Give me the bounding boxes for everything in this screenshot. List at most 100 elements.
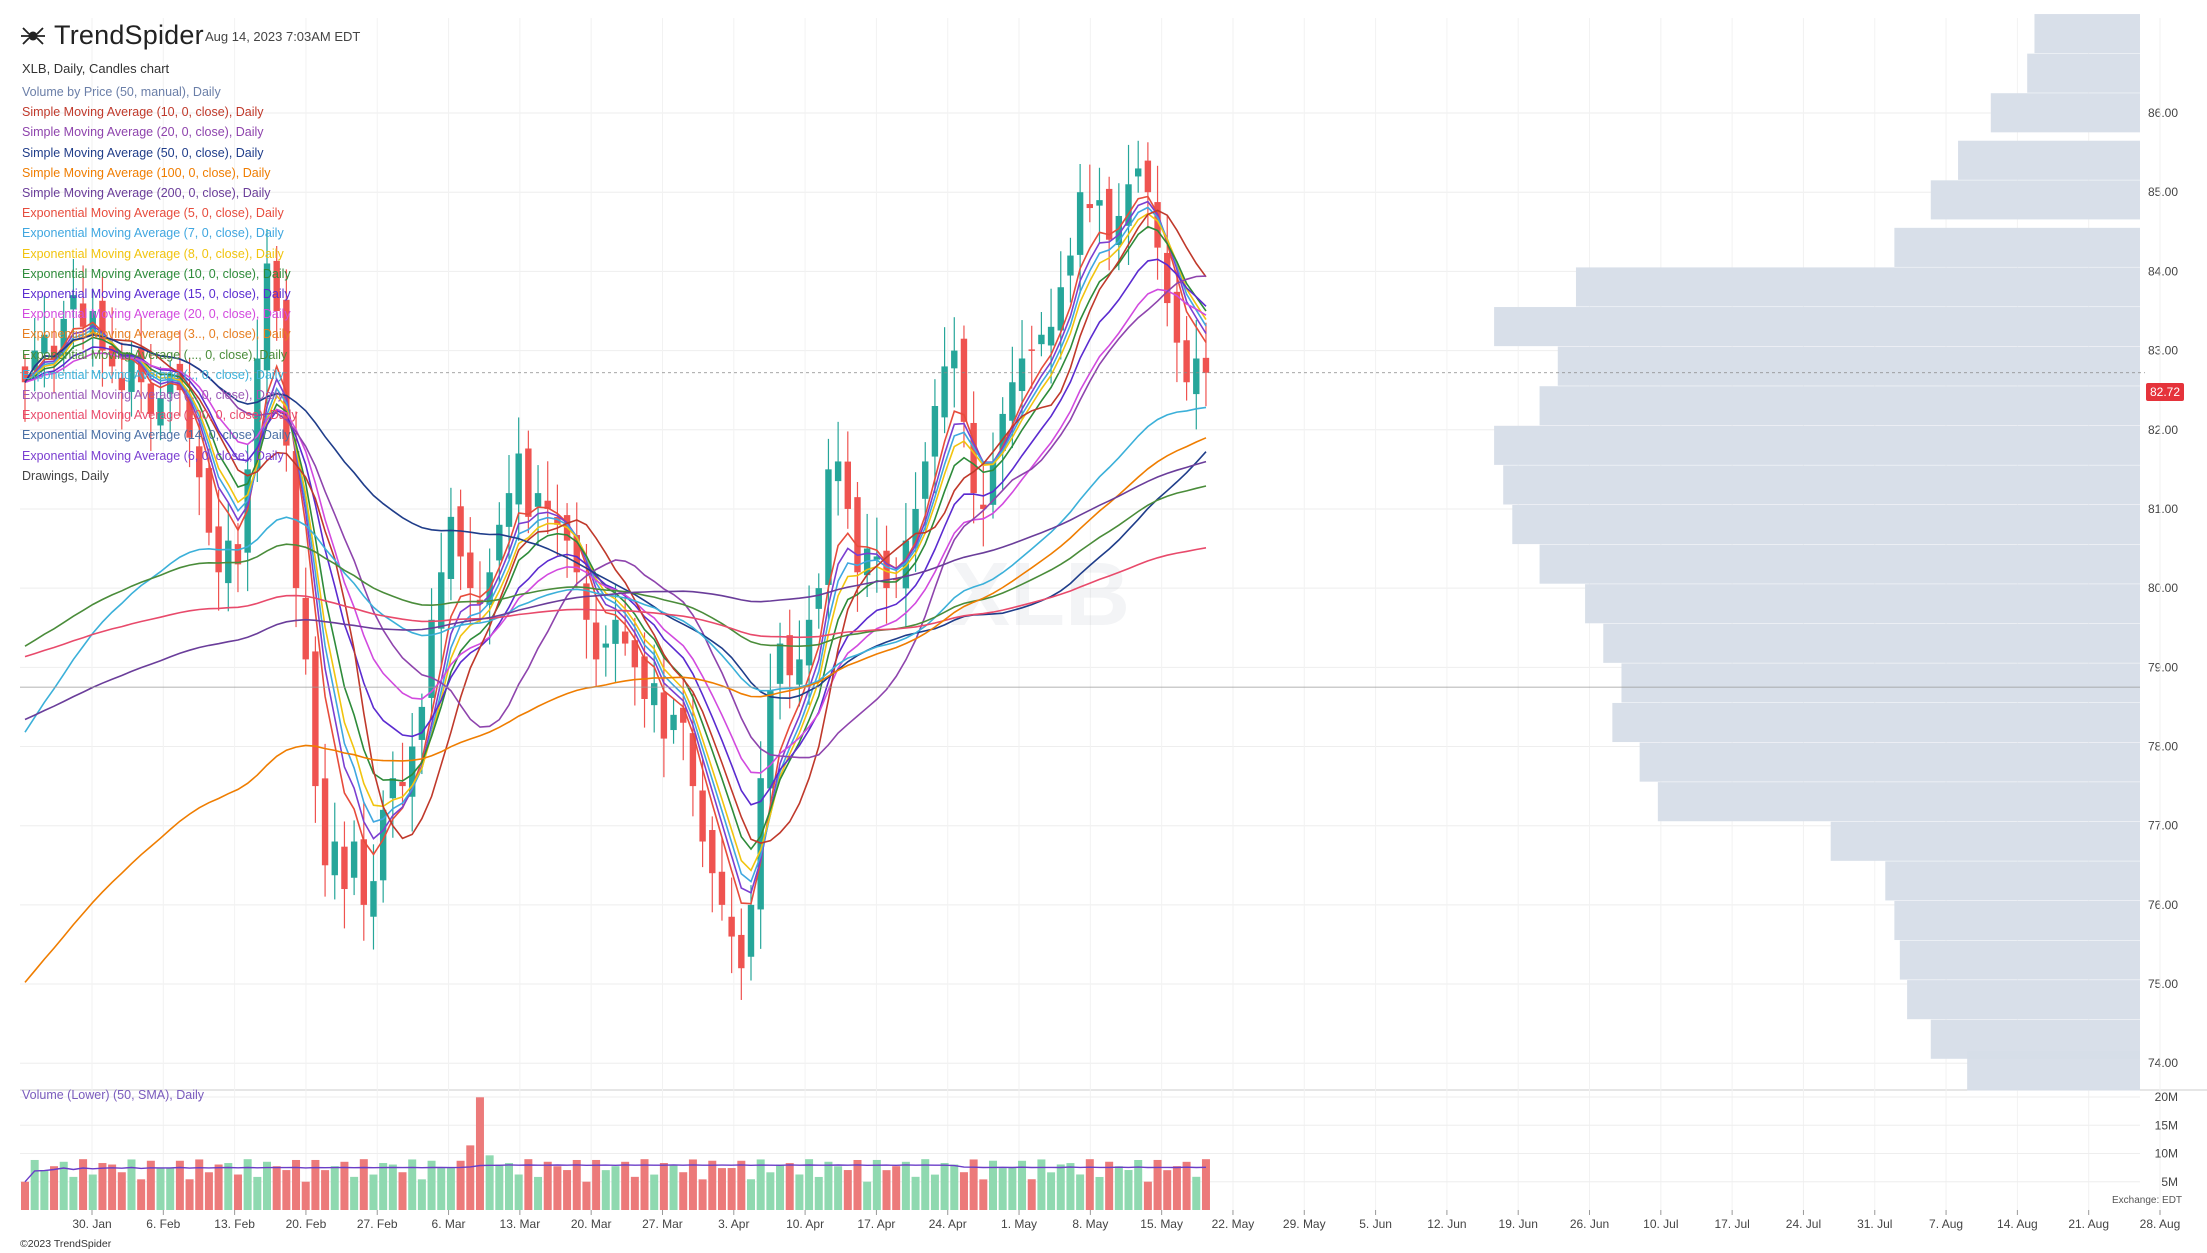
legend-item[interactable]: Exponential Moving Average (.., 0, close… <box>22 367 284 382</box>
volume-bar <box>959 1172 968 1210</box>
candle-body <box>1193 358 1200 395</box>
candle-body <box>31 350 38 371</box>
x-tick-label: 6. Feb <box>146 1217 180 1231</box>
volume-bar <box>456 1160 465 1210</box>
volume-bar <box>59 1161 68 1210</box>
legend-item[interactable]: Exponential Moving Average (20, 0, close… <box>22 307 291 322</box>
candle-body <box>1135 168 1142 177</box>
volume-pane-label: Volume (Lower) (50, SMA), Daily <box>22 1088 205 1102</box>
volume-bar <box>805 1159 814 1210</box>
candle-body <box>418 706 426 740</box>
candle-body <box>796 659 803 685</box>
volume-bar <box>1037 1159 1046 1210</box>
volume-bar <box>950 1164 959 1210</box>
volume-bar <box>1027 1179 1036 1210</box>
candle-body <box>999 413 1006 451</box>
volume-bar <box>747 1179 755 1210</box>
candle-body <box>883 550 890 589</box>
x-tick-label: 30. Jan <box>72 1217 111 1231</box>
legend-item[interactable]: Simple Moving Average (20, 0, close), Da… <box>22 125 264 140</box>
legend-item[interactable]: Exponential Moving Average (8, 0, close)… <box>22 246 284 261</box>
volume-bar <box>611 1166 620 1210</box>
legend-item[interactable]: Simple Moving Average (100, 0, close), D… <box>22 165 271 180</box>
volume-by-price-bar <box>1990 93 2140 133</box>
legend-item[interactable]: Exponential Moving Average (.., 0, close… <box>22 388 284 403</box>
volume-bar <box>69 1176 78 1210</box>
x-tick-label: 27. Mar <box>642 1217 683 1231</box>
candle-body <box>602 643 609 648</box>
candle-body <box>447 516 455 579</box>
volume-tick-label: 20M <box>2155 1090 2178 1104</box>
volume-by-price-bar <box>1494 425 2140 465</box>
x-tick-label: 20. Feb <box>286 1217 327 1231</box>
y-tick-label: 86.00 <box>2148 106 2178 120</box>
legend-item[interactable]: Exponential Moving Average (200, 0, clos… <box>22 408 298 423</box>
candle-body <box>1105 188 1113 240</box>
legend-item[interactable]: Exponential Moving Average (15, 0, close… <box>22 287 291 302</box>
moving-average-line <box>24 206 1207 883</box>
candle-body <box>496 524 503 561</box>
candle-body <box>1144 160 1152 193</box>
legend-item[interactable]: Exponential Moving Average (10, 0, close… <box>22 266 291 281</box>
x-tick-label: 26. Jun <box>1570 1217 1609 1231</box>
volume-bar <box>243 1159 252 1210</box>
y-tick-label: 75.00 <box>2148 977 2178 991</box>
legend-item[interactable]: Simple Moving Average (50, 0, close), Da… <box>22 145 264 160</box>
moving-average-line <box>24 275 1207 759</box>
volume-bar <box>659 1163 668 1210</box>
volume-bar <box>272 1166 281 1210</box>
legend-item[interactable]: Exponential Moving Average (5, 0, close)… <box>22 206 284 221</box>
volume-bar <box>1114 1166 1123 1210</box>
moving-average-line <box>24 333 1207 700</box>
candle-body <box>592 622 600 660</box>
legend-item[interactable]: Exponential Moving Average (3.., 0, clos… <box>22 327 291 342</box>
candle-body <box>1038 334 1045 345</box>
volume-bar <box>834 1166 843 1210</box>
candle-body <box>583 583 590 620</box>
candle-body <box>815 588 822 609</box>
legend-item[interactable]: Simple Moving Average (200, 0, close), D… <box>22 186 271 201</box>
copyright-notice: ©2023 TrendSpider <box>20 1238 112 1250</box>
volume-bar <box>330 1166 339 1210</box>
volume-bar <box>737 1160 746 1210</box>
volume-bar <box>534 1176 543 1210</box>
volume-bar <box>630 1176 639 1210</box>
x-tick-label: 29. May <box>1283 1217 1326 1231</box>
legend-item[interactable]: Exponential Moving Average (..., 0, clos… <box>22 347 288 362</box>
volume-by-price-bar <box>1575 267 2140 307</box>
legend-item[interactable]: Exponential Moving Average (6, 0, close)… <box>22 448 284 463</box>
legend-item[interactable]: Exponential Moving Average (14, 0, close… <box>22 428 291 443</box>
candle-body <box>893 578 900 581</box>
legend-item[interactable]: Drawings, Daily <box>22 468 109 483</box>
candle-body <box>854 497 861 573</box>
candle-body <box>718 871 726 905</box>
volume-bar <box>1163 1170 1172 1210</box>
volume-bar <box>253 1176 262 1210</box>
candle-body <box>108 345 116 367</box>
volume-bar <box>582 1181 591 1210</box>
volume-bar <box>785 1163 794 1210</box>
legend-item[interactable]: Volume by Price (50, manual), Daily <box>22 85 221 99</box>
candle-body <box>505 493 513 527</box>
legend-item[interactable]: Simple Moving Average (10, 0, close), Da… <box>22 105 264 120</box>
legend-item[interactable]: Exponential Moving Average (7, 0, close)… <box>22 226 284 241</box>
x-tick-label: 13. Feb <box>214 1217 255 1231</box>
x-tick-label: 6. Mar <box>432 1217 466 1231</box>
volume-bar <box>776 1164 785 1210</box>
candle-body <box>360 839 367 905</box>
volume-bar <box>843 1170 852 1210</box>
x-tick-label: 22. May <box>1212 1217 1255 1231</box>
volume-bar <box>233 1174 242 1210</box>
candle-body <box>273 260 280 311</box>
volume-bar <box>1172 1166 1181 1210</box>
volume-bar <box>398 1172 407 1210</box>
volume-bar <box>340 1161 349 1210</box>
volume-bar <box>88 1174 97 1210</box>
candle-body <box>399 781 406 787</box>
exchange-label: Exchange: EDT <box>2112 1195 2183 1206</box>
volume-bar <box>872 1159 881 1210</box>
volume-bar <box>427 1160 436 1210</box>
candle-body <box>167 374 174 394</box>
y-tick-label: 77.00 <box>2148 819 2178 833</box>
